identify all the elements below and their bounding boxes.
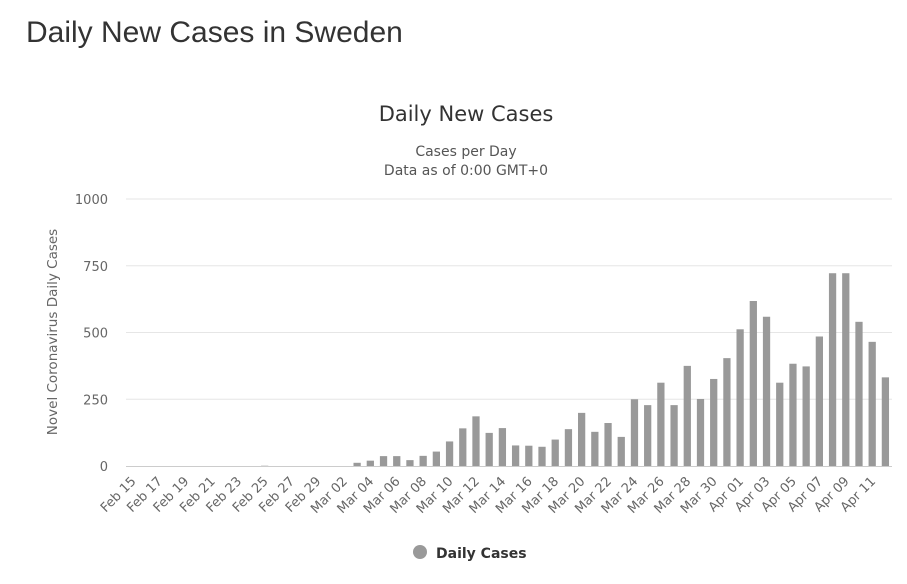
chart-title: Daily New Cases [379, 102, 554, 126]
y-tick-label: 750 [83, 260, 108, 275]
bar[interactable] [551, 439, 559, 466]
y-axis-label: Novel Coronavirus Daily Cases [45, 229, 61, 435]
bar[interactable] [776, 382, 784, 466]
legend[interactable]: Daily Cases [413, 545, 527, 562]
bar[interactable] [578, 412, 586, 466]
bar[interactable] [617, 436, 625, 466]
bar[interactable] [525, 445, 533, 466]
y-tick-label: 0 [100, 460, 108, 475]
page-title: Daily New Cases in Sweden [26, 16, 403, 49]
bar[interactable] [855, 321, 863, 466]
bar[interactable] [353, 462, 361, 466]
bar[interactable] [393, 456, 401, 466]
bar[interactable] [802, 366, 810, 466]
chart-subtitle-line-1: Cases per Day [415, 144, 516, 160]
bar[interactable] [842, 273, 850, 466]
chart-subtitle-line-2: Data as of 0:00 GMT+0 [384, 163, 548, 179]
bar[interactable] [459, 428, 467, 466]
bar[interactable] [881, 377, 890, 466]
bar[interactable] [710, 378, 718, 466]
bar[interactable] [828, 273, 837, 466]
bar[interactable] [670, 405, 678, 466]
bar[interactable] [696, 398, 705, 466]
bar[interactable] [749, 300, 757, 466]
y-tick-label: 250 [83, 393, 108, 408]
bar[interactable] [762, 316, 771, 466]
legend-marker-icon [413, 545, 427, 559]
y-axis-ticks: 0 250 500 750 1000 [75, 193, 108, 475]
bar[interactable] [868, 341, 876, 466]
bar[interactable] [604, 423, 612, 466]
bar[interactable] [419, 455, 427, 466]
bar[interactable] [630, 399, 639, 466]
bar[interactable] [815, 336, 823, 466]
bar[interactable] [591, 431, 599, 466]
y-tick-label: 1000 [75, 193, 108, 208]
bar[interactable] [366, 460, 374, 466]
bar[interactable] [432, 451, 440, 466]
bar[interactable] [564, 429, 573, 466]
bar[interactable] [789, 363, 797, 466]
bar[interactable] [736, 329, 744, 466]
bar[interactable] [511, 445, 520, 466]
bar[interactable] [538, 446, 546, 466]
bar[interactable] [723, 358, 731, 466]
bar[interactable] [498, 428, 507, 466]
gridlines [126, 198, 892, 400]
bar[interactable] [644, 405, 652, 466]
bar[interactable] [406, 460, 414, 466]
bar[interactable] [657, 382, 665, 466]
bar[interactable] [445, 441, 454, 466]
legend-item-daily-cases[interactable]: Daily Cases [436, 546, 527, 562]
bar[interactable] [683, 365, 691, 466]
bar[interactable] [379, 456, 388, 466]
bar[interactable] [485, 432, 493, 466]
y-tick-label: 500 [83, 327, 108, 342]
bar[interactable] [472, 416, 480, 466]
bar-series-daily-cases [261, 273, 890, 466]
